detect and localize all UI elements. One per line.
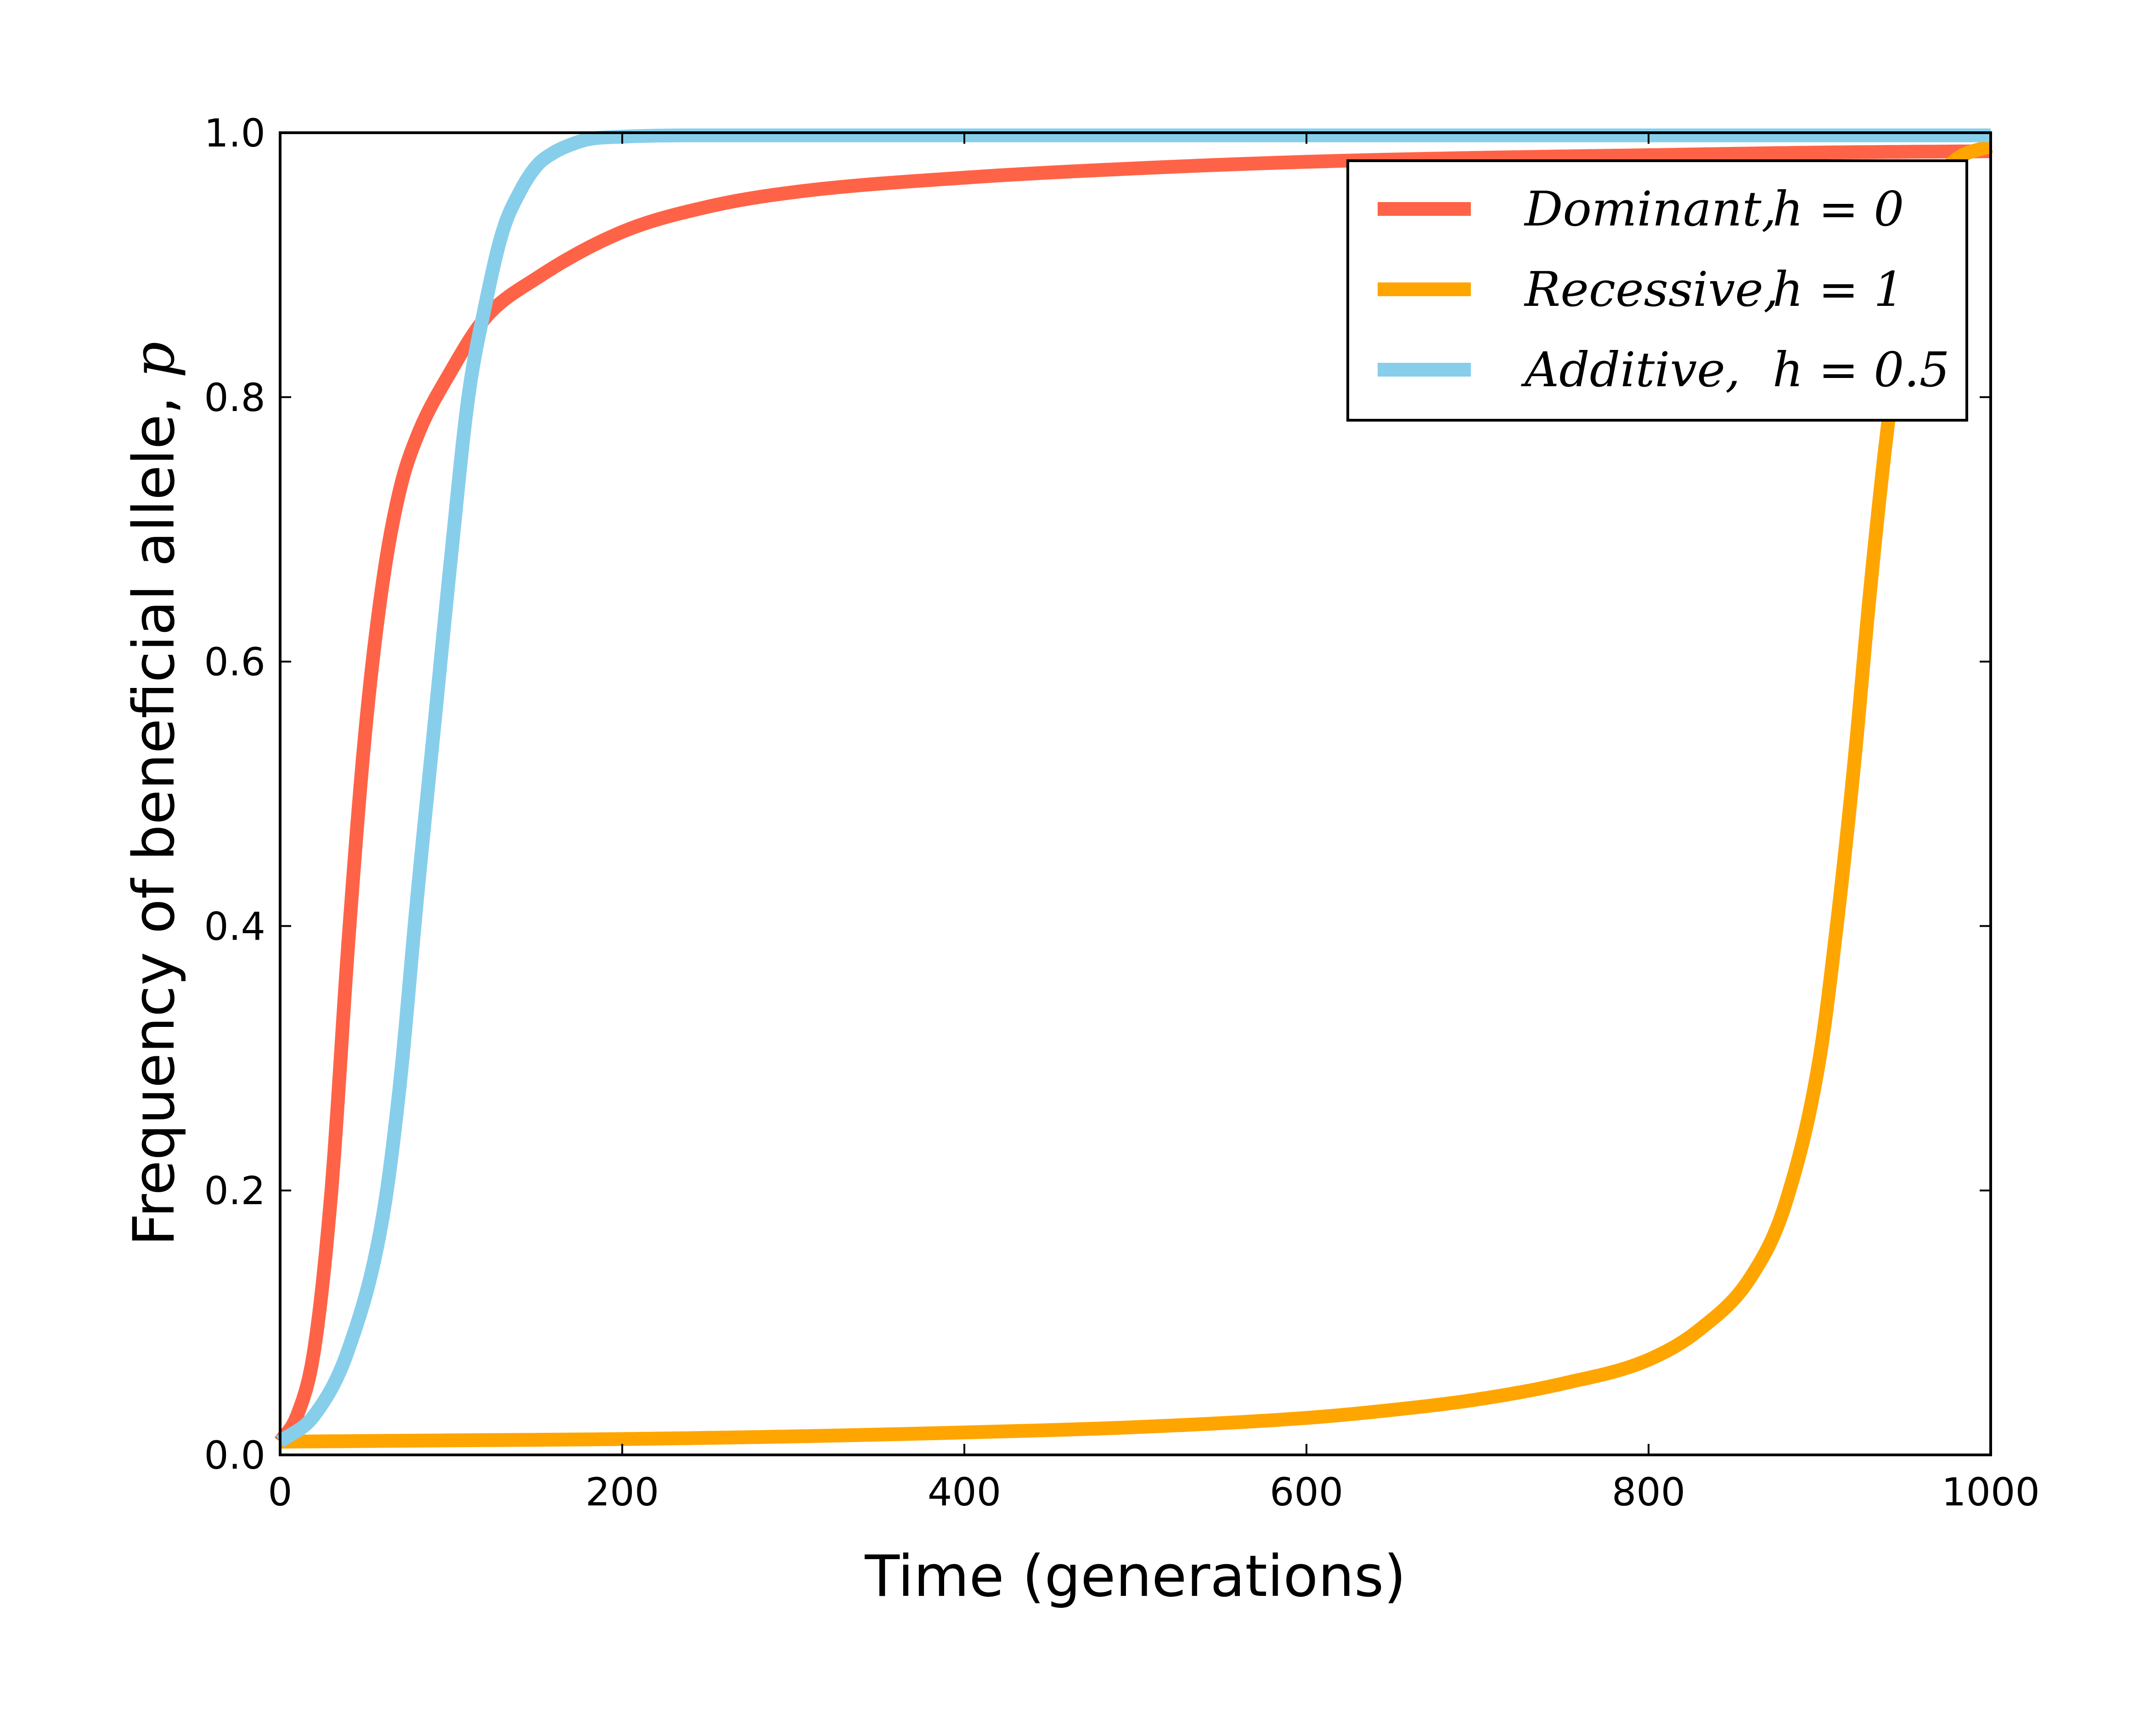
x-tick-label: 600 [1270,1470,1343,1515]
y-tick-label: 0.0 [204,1433,265,1478]
legend-label-dominant: Dominant, [1524,181,1777,237]
series-line-recessive [276,139,1995,1449]
legend: Dominant,h = 0 Recessive,h = 1 Additive, h … [1346,159,1968,422]
y-tick-label: 0.6 [204,640,265,685]
y-axis-label: Frequency of beneficial allele, p [121,342,187,1246]
x-tick-label: 0 [268,1470,292,1515]
legend-label-additive: Additive, [1521,342,1740,398]
x-tick-label: 200 [585,1470,659,1515]
x-tick-label: 800 [1612,1470,1685,1515]
y-tick-label: 0.8 [204,375,265,420]
series-line-additive [276,128,1995,1448]
legend-label-recessive: Recessive, [1524,261,1779,317]
legend-param-recessive: h = 1 [1773,261,1904,317]
y-tick-label: 0.4 [204,904,265,949]
plot-frame [279,131,1992,1456]
x-tick-label: 400 [928,1470,1001,1515]
x-axis-label: Time (generations) [864,1544,1406,1610]
x-tick-label: 1000 [1942,1470,2040,1515]
legend-param-additive: h = 0.5 [1773,342,1950,398]
series-layer [274,128,1995,1449]
legend-param-dominant: h = 0 [1773,181,1904,237]
ticks-layer: 0 200 400 600 800 1000 0.0 0.2 0.4 0.6 0.8 1.0 [204,111,2039,1515]
y-axis-label-symbol: p [121,342,187,378]
series-line-dominant [274,144,1995,1446]
y-tick-label: 0.2 [204,1168,265,1213]
y-axis-label-text: Frequency of beneficial allele, [121,378,187,1246]
y-tick-label: 1.0 [204,111,265,156]
